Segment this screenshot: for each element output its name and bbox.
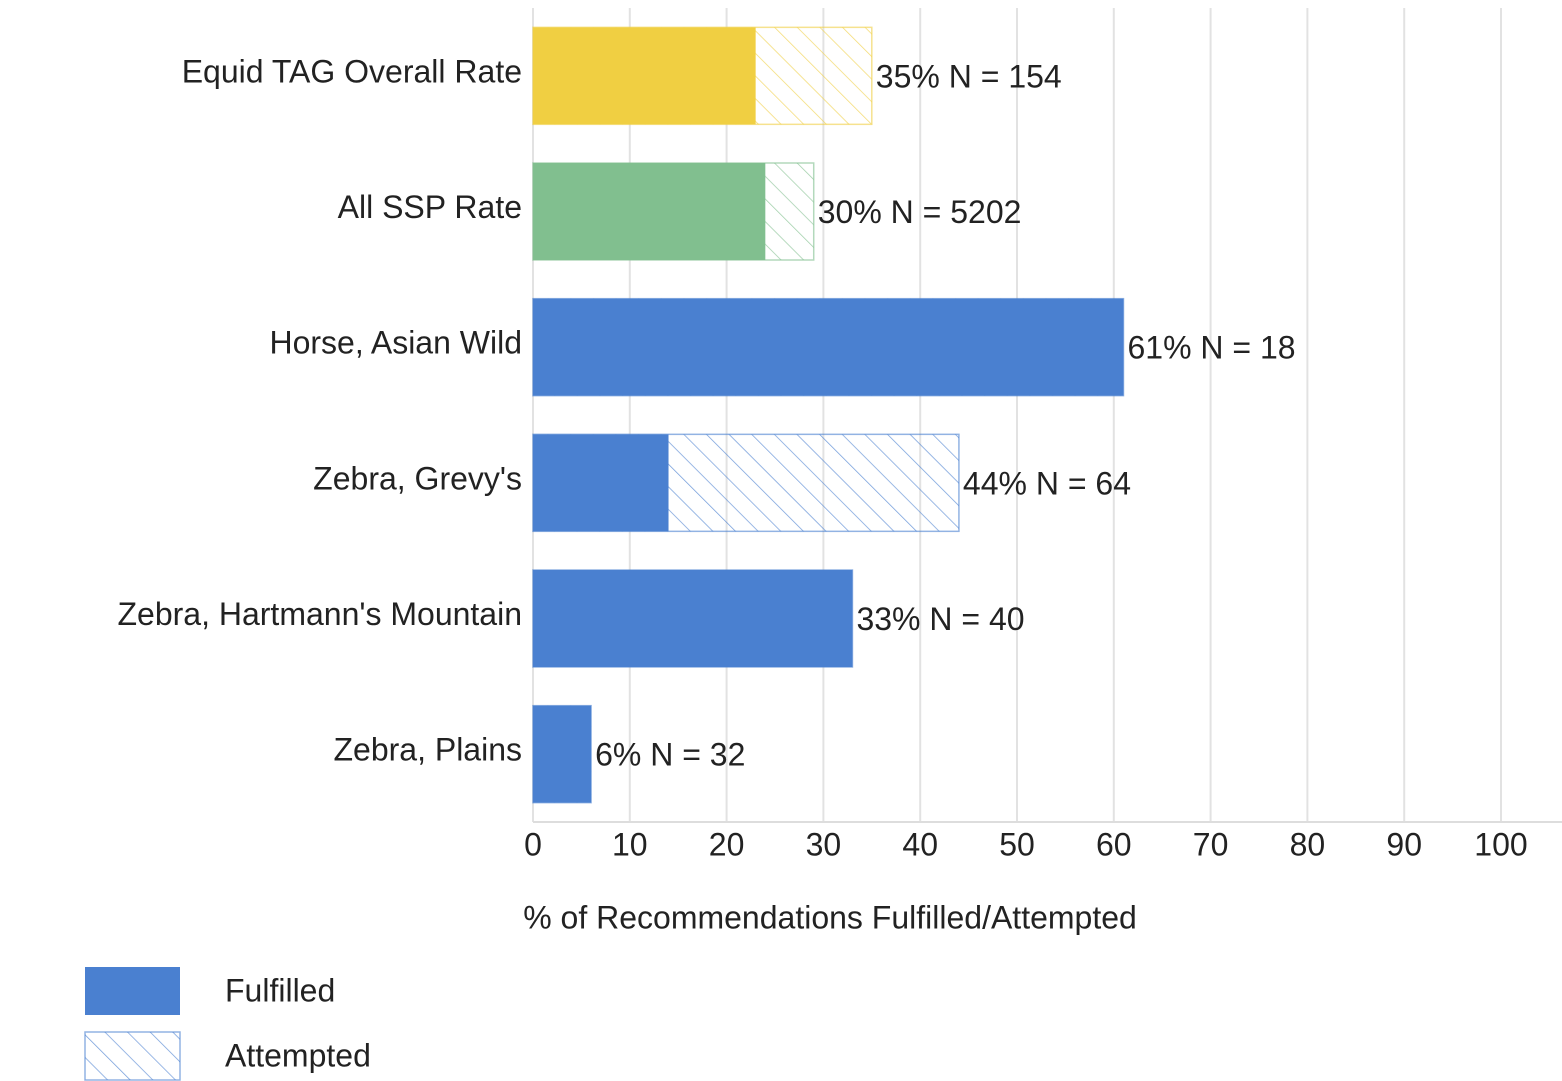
value-label: 35% N = 154 [876, 58, 1062, 94]
value-label: 6% N = 32 [595, 737, 745, 773]
value-label: 33% N = 40 [856, 601, 1024, 637]
x-tick-label: 80 [1290, 826, 1326, 862]
legend-swatch [85, 967, 180, 1015]
x-tick-label: 70 [1193, 826, 1229, 862]
value-label: 30% N = 5202 [818, 194, 1022, 230]
fulfilled-bar [533, 705, 592, 803]
x-tick-label: 60 [1096, 826, 1132, 862]
y-tick-label: Horse, Asian Wild [269, 325, 522, 361]
x-tick-label: 90 [1386, 826, 1422, 862]
x-tick-label: 100 [1474, 826, 1527, 862]
x-tick-label: 20 [709, 826, 745, 862]
x-tick-label: 0 [524, 826, 542, 862]
fulfilled-bar [533, 298, 1124, 396]
legend-label: Fulfilled [225, 972, 335, 1008]
x-tick-label: 50 [999, 826, 1035, 862]
legend-label: Attempted [225, 1037, 371, 1073]
fulfilled-bar [533, 27, 756, 125]
y-tick-label: Zebra, Hartmann's Mountain [117, 596, 522, 632]
fulfilled-bar [533, 163, 766, 260]
x-tick-label: 10 [612, 826, 648, 862]
y-tick-label: Zebra, Plains [333, 732, 522, 768]
legend-swatch [84, 1031, 181, 1081]
x-tick-label: 40 [902, 826, 938, 862]
fulfilled-bar [533, 434, 669, 532]
value-label: 61% N = 18 [1127, 330, 1295, 366]
x-tick-label: 30 [806, 826, 842, 862]
y-tick-label: Equid TAG Overall Rate [182, 53, 522, 89]
x-axis-label: % of Recommendations Fulfilled/Attempted [523, 899, 1137, 935]
fulfilled-bar [533, 570, 853, 667]
y-tick-label: All SSP Rate [338, 189, 522, 225]
y-tick-label: Zebra, Grevy's [313, 460, 522, 496]
value-label: 44% N = 64 [963, 465, 1131, 501]
